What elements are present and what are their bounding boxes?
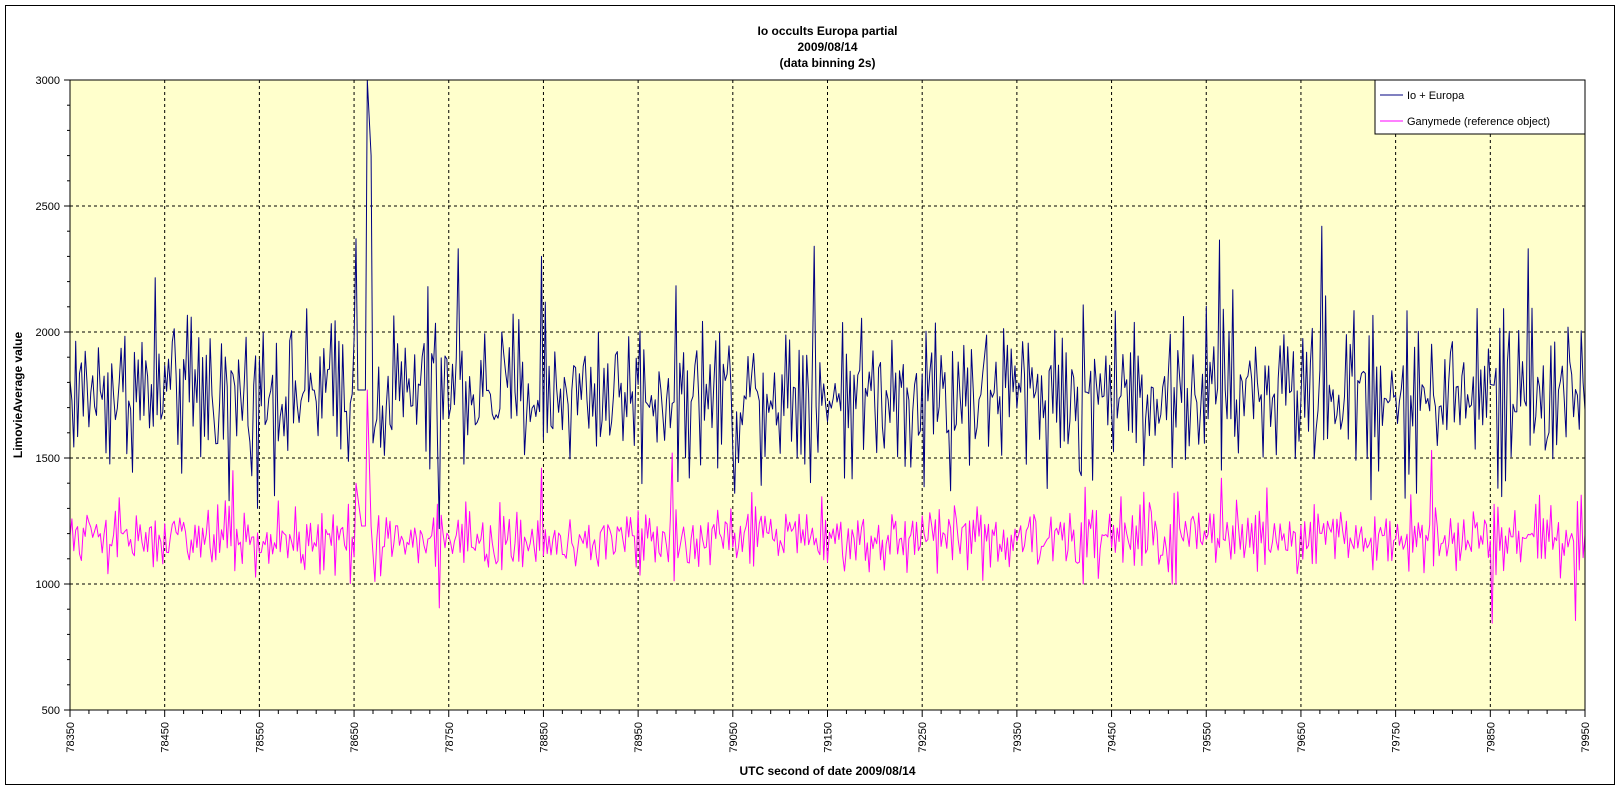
x-tick-label: 79650: [1296, 722, 1308, 753]
legend-label-io-europa: Io + Europa: [1407, 90, 1465, 102]
x-tick-labels: 78350 78450 78550 78650 78750 78850 78950 79050…: [65, 722, 1592, 753]
y-tick-label: 1500: [36, 453, 60, 465]
legend: Io + Europa Ganymede (reference object): [1374, 79, 1586, 135]
x-tick-label: 79550: [1201, 722, 1213, 753]
axes: [64, 79, 1586, 717]
y-tick-label: 2000: [36, 327, 60, 339]
x-tick-label: 78650: [349, 722, 361, 753]
chart-title-line-2: 2009/08/14: [797, 40, 857, 54]
x-tick-label: 79350: [1012, 722, 1024, 753]
series-line-ganymede: [69, 389, 1586, 624]
chart-title-line-3: (data binning 2s): [780, 56, 876, 70]
x-tick-label: 79450: [1107, 722, 1119, 753]
y-tick-labels: 500 1000 1500 2000 2500 3000: [36, 75, 60, 717]
legend-label-ganymede: Ganymede (reference object): [1407, 116, 1550, 128]
x-tick-label: 79750: [1391, 722, 1403, 753]
x-tick-label: 79150: [823, 722, 835, 753]
y-tick-label: 3000: [36, 75, 60, 87]
series-lines: [69, 79, 1586, 624]
gridlines: [70, 80, 1585, 710]
y-tick-label: 500: [42, 705, 60, 717]
x-axis-label: UTC second of date 2009/08/14: [739, 764, 915, 778]
x-tick-label: 79050: [728, 722, 740, 753]
x-tick-label: 78550: [254, 722, 266, 753]
chart-title-line-1: Io occults Europa partial: [757, 24, 897, 38]
x-tick-label: 78450: [160, 722, 172, 753]
series-line-io-europa: [69, 79, 1586, 530]
x-tick-label: 79250: [917, 722, 929, 753]
legend-box: [1374, 79, 1586, 135]
x-tick-label: 78750: [444, 722, 456, 753]
y-tick-label: 2500: [36, 201, 60, 213]
x-tick-label: 78350: [65, 722, 77, 753]
x-tick-label: 79850: [1485, 722, 1497, 753]
x-tick-label: 78950: [633, 722, 645, 753]
x-tick-label: 78850: [538, 722, 550, 753]
x-tick-label: 79950: [1580, 722, 1592, 753]
y-axis-label: LimovieAverage value: [11, 332, 25, 459]
y-tick-label: 1000: [36, 579, 60, 591]
